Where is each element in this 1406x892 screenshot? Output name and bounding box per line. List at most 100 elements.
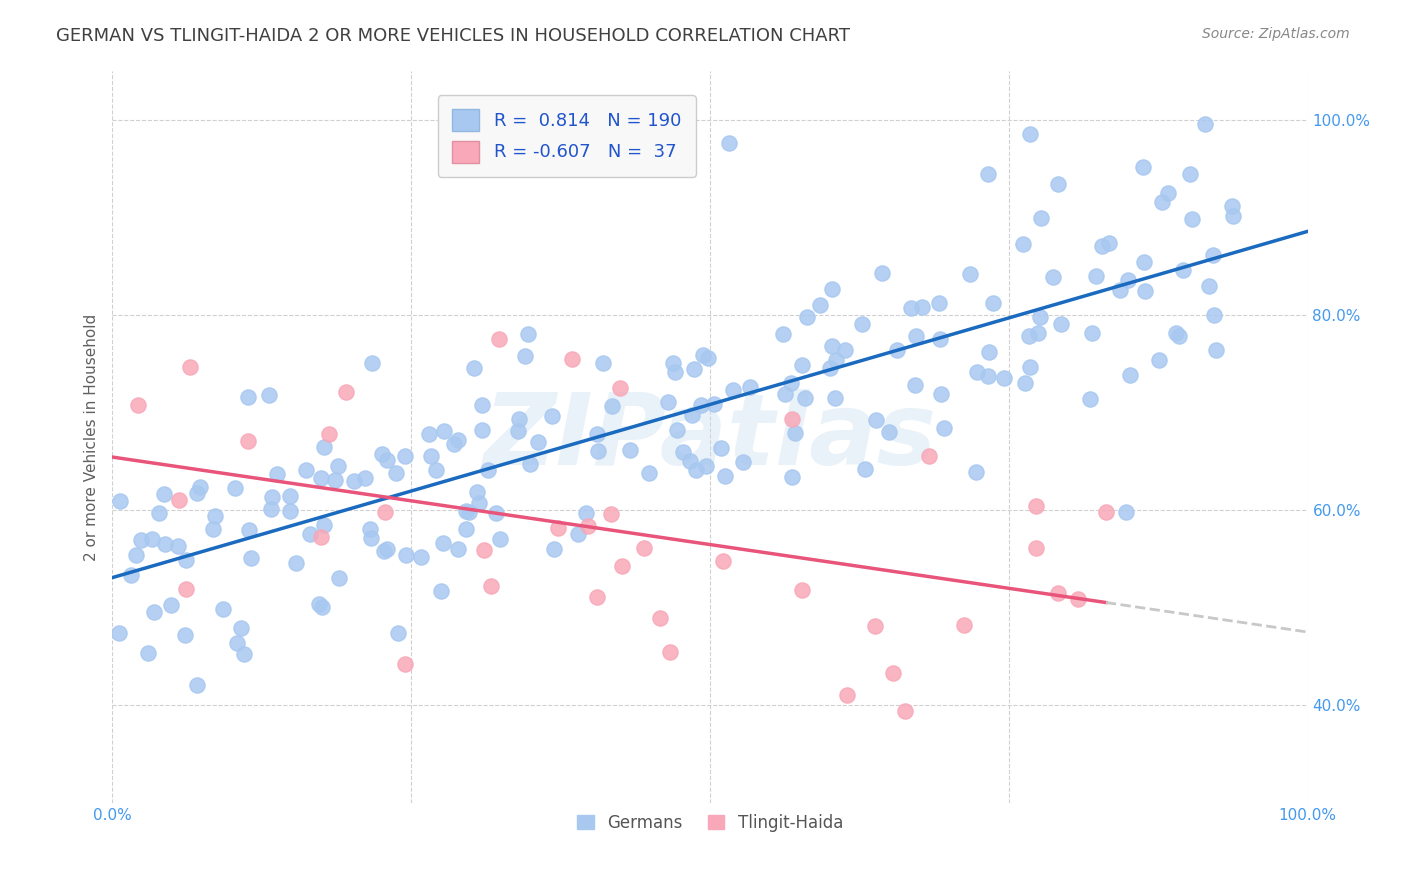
Point	[167, 539, 190, 553]
Point	[853, 462, 876, 476]
Point	[278, 489, 301, 503]
Point	[977, 369, 1000, 384]
Point	[353, 471, 375, 485]
Point	[821, 282, 844, 296]
Point	[637, 466, 659, 480]
Point	[479, 579, 502, 593]
Point	[131, 533, 153, 547]
Point	[433, 424, 456, 438]
Point	[619, 443, 641, 458]
Point	[526, 435, 548, 450]
Point	[1029, 310, 1052, 324]
Point	[471, 398, 494, 412]
Point	[335, 385, 357, 400]
Point	[471, 423, 494, 437]
Point	[904, 377, 927, 392]
Point	[375, 453, 398, 467]
Point	[233, 647, 256, 661]
Point	[456, 504, 478, 518]
Point	[714, 469, 737, 483]
Point	[929, 332, 952, 346]
Point	[432, 536, 454, 550]
Point	[977, 167, 1000, 181]
Text: ZIPatlas: ZIPatlas	[484, 389, 936, 485]
Point	[472, 543, 495, 558]
Point	[1205, 343, 1227, 357]
Point	[430, 584, 453, 599]
Point	[318, 427, 340, 442]
Point	[576, 518, 599, 533]
Point	[1019, 127, 1042, 141]
Point	[465, 485, 488, 500]
Point	[309, 471, 332, 485]
Point	[155, 537, 177, 551]
Point	[326, 458, 349, 473]
Point	[1152, 195, 1174, 210]
Point	[394, 449, 416, 463]
Point	[231, 621, 253, 635]
Point	[695, 458, 717, 473]
Point	[893, 704, 915, 718]
Point	[308, 597, 330, 611]
Point	[1202, 308, 1225, 322]
Point	[731, 455, 754, 469]
Point	[666, 424, 689, 438]
Point	[808, 298, 831, 312]
Point	[179, 360, 201, 375]
Point	[1198, 278, 1220, 293]
Point	[1168, 329, 1191, 343]
Point	[683, 362, 706, 376]
Point	[1097, 235, 1119, 250]
Point	[278, 504, 301, 518]
Point	[120, 568, 142, 582]
Point	[420, 449, 443, 463]
Point	[685, 463, 707, 477]
Point	[238, 391, 260, 405]
Point	[1171, 263, 1194, 277]
Point	[851, 318, 873, 332]
Point	[240, 550, 263, 565]
Point	[690, 399, 713, 413]
Point	[575, 506, 598, 520]
Point	[1220, 199, 1243, 213]
Point	[900, 301, 922, 315]
Point	[1019, 359, 1042, 374]
Point	[710, 441, 733, 455]
Point	[1026, 326, 1049, 340]
Point	[148, 506, 170, 520]
Y-axis label: 2 or more Vehicles in Household: 2 or more Vehicles in Household	[83, 313, 98, 561]
Point	[586, 427, 609, 442]
Point	[600, 507, 623, 521]
Point	[540, 409, 562, 423]
Point	[692, 347, 714, 361]
Point	[780, 470, 803, 484]
Point	[125, 549, 148, 563]
Point	[648, 611, 671, 625]
Point	[477, 463, 499, 477]
Point	[136, 647, 159, 661]
Point	[212, 601, 235, 615]
Point	[905, 328, 928, 343]
Point	[796, 310, 818, 325]
Point	[863, 618, 886, 632]
Point	[454, 523, 477, 537]
Point	[932, 421, 955, 435]
Point	[260, 501, 283, 516]
Point	[204, 508, 226, 523]
Point	[1115, 505, 1137, 519]
Point	[375, 542, 398, 557]
Point	[1042, 270, 1064, 285]
Point	[543, 542, 565, 557]
Point	[1132, 255, 1154, 269]
Point	[633, 541, 655, 556]
Point	[517, 326, 540, 341]
Point	[1119, 368, 1142, 382]
Point	[837, 688, 859, 702]
Point	[1025, 499, 1047, 513]
Point	[979, 345, 1001, 359]
Point	[266, 467, 288, 481]
Point	[360, 531, 382, 545]
Point	[262, 491, 284, 505]
Point	[697, 351, 720, 365]
Point	[226, 636, 249, 650]
